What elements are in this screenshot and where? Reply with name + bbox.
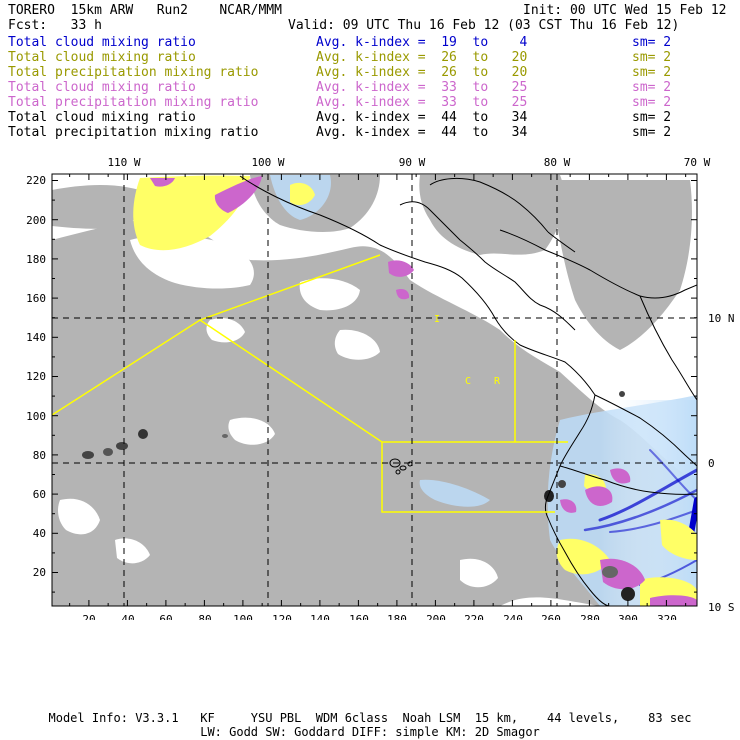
x-tick-label: 80 bbox=[198, 613, 211, 620]
legend-kindex: Avg. k-index = 26 to 20 bbox=[316, 65, 528, 80]
x-tick-label: 240 bbox=[503, 613, 523, 620]
map-frame bbox=[51, 173, 698, 607]
y-tick-label: 20 bbox=[33, 566, 46, 579]
legend-row: Total precipitation mixing ratio Avg. k-… bbox=[8, 126, 738, 140]
x-tick-labels: 20 40 60 80 100 120 140 160 180 200 220 … bbox=[82, 613, 677, 620]
legend-smoothing: sm= 2 bbox=[632, 50, 672, 65]
y-tick-label: 80 bbox=[33, 449, 46, 462]
legend-field: Total cloud mixing ratio bbox=[8, 80, 196, 95]
longitude-labels: 110 W 100 W 90 W 80 W 70 W bbox=[107, 156, 710, 169]
lon-label-90w: 90 W bbox=[399, 156, 426, 169]
legend-kindex: Avg. k-index = 26 to 20 bbox=[316, 50, 528, 65]
lon-label-100w: 100 W bbox=[251, 156, 284, 169]
legend-row: Total precipitation mixing ratio Avg. k-… bbox=[8, 66, 738, 80]
lon-label-80w: 80 W bbox=[544, 156, 571, 169]
y-tick-label: 60 bbox=[33, 488, 46, 501]
legend-field: Total precipitation mixing ratio bbox=[8, 95, 259, 110]
x-tick-label: 260 bbox=[541, 613, 561, 620]
lat-label-10n: 10 N bbox=[708, 312, 735, 325]
legend-kindex: Avg. k-index = 19 to 4 bbox=[316, 35, 528, 50]
map-field bbox=[52, 174, 697, 606]
legend-row: Total cloud mixing ratio Avg. k-index = … bbox=[8, 81, 738, 95]
init-time: Init: 00 UTC Wed 15 Feb 12 bbox=[523, 3, 727, 18]
x-tick-label: 220 bbox=[464, 613, 484, 620]
physics-info: LW: Godd SW: Goddard DIFF: simple KM: 2D… bbox=[200, 725, 540, 739]
y-tick-label: 120 bbox=[26, 370, 46, 383]
y-tick-label: 40 bbox=[33, 527, 46, 540]
forecast-hour: Fcst: 33 h bbox=[8, 18, 102, 33]
legend-field: Total precipitation mixing ratio bbox=[8, 125, 259, 140]
x-tick-label: 180 bbox=[387, 613, 407, 620]
domain-letter-i: I bbox=[434, 314, 440, 325]
x-tick-label: 280 bbox=[580, 613, 600, 620]
legend-field: Total precipitation mixing ratio bbox=[8, 65, 259, 80]
x-tick-label: 200 bbox=[426, 613, 446, 620]
domain-letter-r: R bbox=[494, 376, 501, 387]
lat-lon-grid bbox=[52, 174, 697, 606]
cloud-dark-spots bbox=[82, 391, 635, 601]
cloud-free-areas bbox=[58, 235, 553, 588]
legend-kindex: Avg. k-index = 33 to 25 bbox=[316, 95, 528, 110]
valid-time: Valid: 09 UTC Thu 16 Feb 12 (03 CST Thu … bbox=[288, 18, 680, 33]
x-tick-label: 60 bbox=[159, 613, 172, 620]
legend-smoothing: sm= 2 bbox=[632, 35, 672, 50]
x-tick-label: 140 bbox=[310, 613, 330, 620]
y-tick-label: 220 bbox=[26, 174, 46, 187]
y-tick-label: 200 bbox=[26, 214, 46, 227]
cloud-purple bbox=[150, 176, 697, 606]
legend-smoothing: sm= 2 bbox=[632, 65, 672, 80]
coastline bbox=[239, 175, 697, 606]
legend-smoothing: sm= 2 bbox=[632, 80, 672, 95]
legend-row: Total cloud mixing ratio Avg. k-index = … bbox=[8, 51, 738, 65]
x-tick-label: 100 bbox=[233, 613, 253, 620]
model-info: Model Info: V3.3.1 KF YSU PBL WDM 6class… bbox=[48, 711, 692, 725]
y-tick-label: 140 bbox=[26, 331, 46, 344]
legend-field: Total cloud mixing ratio bbox=[8, 35, 196, 50]
legend-smoothing: sm= 2 bbox=[632, 110, 672, 125]
legend-smoothing: sm= 2 bbox=[632, 95, 672, 110]
tick-marks bbox=[52, 174, 697, 606]
x-tick-label: 160 bbox=[349, 613, 369, 620]
y-tick-label: 180 bbox=[26, 253, 46, 266]
model-run-title: TORERO 15km ARW Run2 NCAR/MMM bbox=[8, 3, 282, 18]
legend-row: Total precipitation mixing ratio Avg. k-… bbox=[8, 96, 738, 110]
x-tick-label: 20 bbox=[82, 613, 95, 620]
lon-label-110w: 110 W bbox=[107, 156, 140, 169]
x-tick-label: 40 bbox=[121, 613, 134, 620]
y-tick-label: 160 bbox=[26, 292, 46, 305]
lat-label-10s: 10 S bbox=[708, 601, 735, 614]
legend-kindex: Avg. k-index = 44 to 34 bbox=[316, 125, 528, 140]
x-tick-label: 120 bbox=[272, 613, 292, 620]
domain-letters: I C R bbox=[434, 314, 501, 387]
lat-label-equator: 0 bbox=[708, 457, 715, 470]
latitude-labels: 10 N 0 10 S bbox=[708, 312, 735, 614]
domain-letter-c: C bbox=[465, 376, 471, 387]
y-tick-label: 100 bbox=[26, 410, 46, 423]
legend-field: Total cloud mixing ratio bbox=[8, 50, 196, 65]
legend-row: Total cloud mixing ratio Avg. k-index = … bbox=[8, 36, 738, 50]
domain-boundaries bbox=[52, 254, 568, 513]
legend-kindex: Avg. k-index = 44 to 34 bbox=[316, 110, 528, 125]
legend-smoothing: sm= 2 bbox=[632, 125, 672, 140]
y-tick-labels: 220 200 180 160 140 120 100 80 60 40 20 bbox=[26, 174, 46, 579]
forecast-map: 110 W 100 W 90 W 80 W 70 W bbox=[26, 156, 735, 620]
x-tick-label: 300 bbox=[618, 613, 638, 620]
legend-field: Total cloud mixing ratio bbox=[8, 110, 196, 125]
legend-row: Total cloud mixing ratio Avg. k-index = … bbox=[8, 111, 738, 125]
lon-label-70w: 70 W bbox=[684, 156, 711, 169]
x-tick-label: 320 bbox=[657, 613, 677, 620]
legend-kindex: Avg. k-index = 33 to 25 bbox=[316, 80, 528, 95]
